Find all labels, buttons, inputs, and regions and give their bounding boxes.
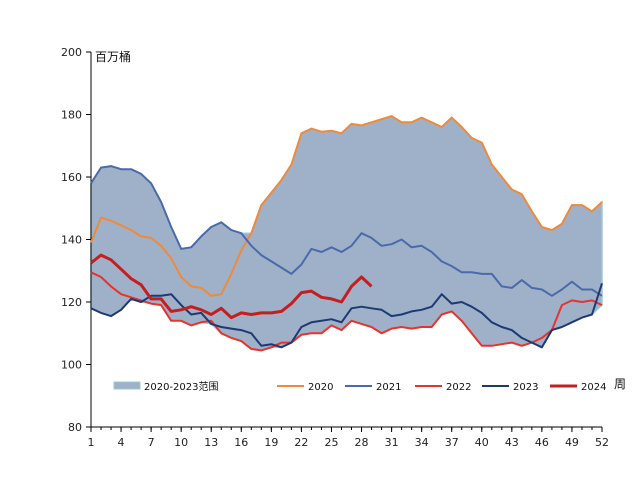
x-tick-label: 19	[264, 436, 278, 449]
y-tick-label: 160	[61, 171, 82, 184]
series-line-2020	[90, 115, 603, 297]
series-line-2024	[90, 253, 373, 320]
y-tick-label: 80	[68, 421, 82, 434]
x-tick-label: 34	[415, 436, 429, 449]
legend-label-2022: 2022	[446, 382, 471, 393]
x-tick-label: 28	[355, 436, 369, 449]
y-unit-label: 百万桶	[95, 49, 131, 64]
legend-label-2021: 2021	[376, 382, 401, 393]
y-tick-label: 100	[61, 359, 82, 372]
legend-label-2023: 2023	[513, 382, 538, 393]
y-tick-label: 140	[61, 234, 82, 247]
series-lines	[90, 115, 603, 352]
x-tick-label: 52	[595, 436, 609, 449]
legend: 2020-2023范围 2020 2021 2022 2023 2024	[113, 380, 606, 393]
x-tick-label: 1	[88, 436, 95, 449]
x-tick-label: 10	[174, 436, 188, 449]
x-unit-label: 周	[614, 377, 626, 391]
x-tick-label: 13	[204, 436, 218, 449]
x-tick-label: 43	[505, 436, 519, 449]
axes	[86, 51, 603, 432]
x-tick-label: 7	[148, 436, 155, 449]
series-line-2023	[90, 282, 603, 349]
x-tick-label: 31	[385, 436, 399, 449]
x-tick-label: 16	[234, 436, 248, 449]
y-tick-label: 200	[61, 46, 82, 59]
legend-label-2020: 2020	[308, 382, 333, 393]
legend-label-range: 2020-2023范围	[144, 380, 219, 393]
x-tick-label: 40	[475, 436, 489, 449]
y-tick-label: 180	[61, 109, 82, 122]
legend-label-2024: 2024	[581, 382, 606, 393]
series-line-2022	[90, 271, 603, 352]
x-tick-label: 37	[445, 436, 459, 449]
x-tick-label: 4	[118, 436, 125, 449]
x-tick-label: 49	[565, 436, 579, 449]
series-line-2021	[90, 165, 603, 297]
tick-labels: 80 100 120 140 160 180 200 1 4 7 10 13 16 19 22 25 28 31 3…	[61, 46, 609, 449]
x-tick-label: 22	[294, 436, 308, 449]
x-tick-label: 46	[535, 436, 549, 449]
legend-swatch-range	[113, 381, 141, 390]
x-tick-label: 25	[324, 436, 338, 449]
y-tick-label: 120	[61, 296, 82, 309]
